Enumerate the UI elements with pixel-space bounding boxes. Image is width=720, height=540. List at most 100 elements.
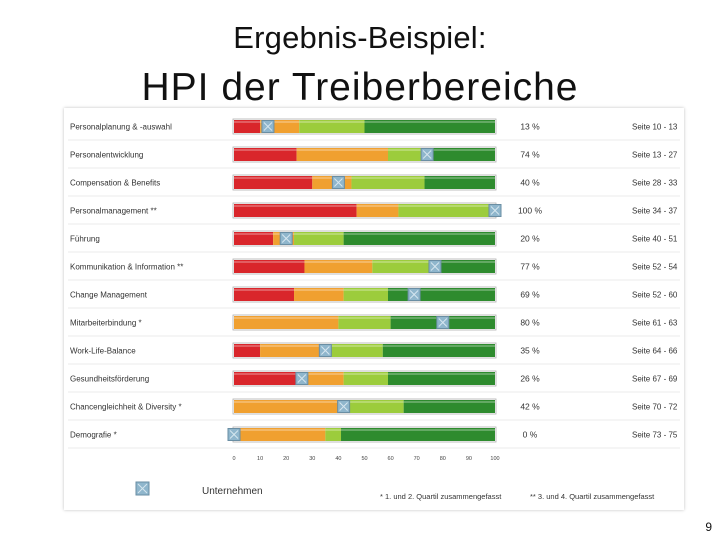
chart-row: Personalplanung & -auswahl 13 % Seite 10 -… bbox=[68, 118, 680, 141]
row-label: Führung bbox=[70, 235, 100, 244]
bar-segment-lightgreen bbox=[299, 120, 365, 133]
company-marker-cross-icon bbox=[490, 206, 500, 215]
x-tick-label: 10 bbox=[257, 456, 263, 462]
bar-segment-orange bbox=[234, 428, 326, 441]
bar-segment-red bbox=[234, 288, 295, 301]
row-value: 13 % bbox=[520, 122, 540, 132]
chart-row: Demografie * 0 % Seite 73 - 75 bbox=[68, 426, 680, 449]
company-marker-cross-icon bbox=[281, 234, 291, 243]
row-pages: Seite 70 - 72 bbox=[632, 403, 678, 412]
row-label: Personalmanagement ** bbox=[70, 207, 157, 216]
bar-segment-orange bbox=[234, 400, 347, 413]
bar-segment-darkgreen bbox=[382, 344, 495, 357]
row-value: 0 % bbox=[523, 430, 538, 440]
bar-segment-darkgreen bbox=[364, 120, 495, 133]
row-label: Demografie * bbox=[70, 431, 117, 440]
bar-segment-orange bbox=[294, 288, 344, 301]
bar-segment-darkgreen bbox=[424, 148, 495, 161]
company-marker-cross-icon bbox=[320, 346, 330, 355]
row-label: Kommunikation & Information ** bbox=[70, 263, 183, 272]
chart-row: Personalmanagement ** 100 % Seite 34 - 37 bbox=[68, 202, 680, 225]
bar-segment-darkgreen bbox=[387, 372, 495, 385]
bar-segment-lightgreen bbox=[294, 232, 344, 245]
row-pages: Seite 67 - 69 bbox=[632, 375, 678, 384]
row-value: 74 % bbox=[520, 150, 540, 160]
chart-row: Chancengleichheit & Diversity * 42 % Seite… bbox=[68, 398, 680, 421]
slide-title: Ergebnis-Beispiel: bbox=[233, 20, 487, 55]
bar-segment-lightgreen bbox=[398, 204, 495, 217]
row-value: 26 % bbox=[520, 374, 540, 384]
chart-row: Mitarbeiterbindung * 80 % Seite 61 - 63 bbox=[68, 314, 680, 337]
row-label: Personalplanung & -auswahl bbox=[70, 123, 172, 132]
slide-subtitle: HPI der Treiberbereiche bbox=[141, 66, 579, 109]
row-pages: Seite 28 - 33 bbox=[632, 179, 678, 188]
bar-segment-darkgreen bbox=[403, 400, 495, 413]
row-value: 80 % bbox=[520, 318, 540, 328]
x-tick-label: 20 bbox=[283, 456, 289, 462]
bar-segment-lightgreen bbox=[343, 288, 388, 301]
row-label: Mitarbeiterbindung * bbox=[70, 319, 142, 328]
row-value: 100 % bbox=[518, 206, 543, 216]
percentile-bar-chart: Personalplanung & -auswahl 13 % Seite 10 -… bbox=[68, 118, 680, 501]
bar-segment-red bbox=[234, 260, 305, 273]
chart-legend: Unternehmen * 1. und 2. Quartil zusammen… bbox=[135, 481, 655, 501]
x-axis: 0 10 20 30 40 50 60 70 80 90 100 bbox=[232, 456, 499, 462]
bar-segment-orange bbox=[299, 372, 344, 385]
legend-note-1: * 1. und 2. Quartil zusammengefasst bbox=[380, 492, 502, 501]
company-marker-cross-icon bbox=[334, 178, 343, 187]
company-marker-cross-icon bbox=[339, 402, 348, 411]
bar-segment-darkgreen bbox=[434, 260, 495, 273]
bar-segment-darkgreen bbox=[424, 176, 495, 189]
company-marker-cross-icon bbox=[430, 262, 440, 271]
x-tick-label: 60 bbox=[388, 456, 394, 462]
row-pages: Seite 52 - 54 bbox=[632, 263, 678, 272]
company-marker-cross-icon bbox=[422, 150, 432, 159]
row-value: 42 % bbox=[520, 402, 540, 412]
chart-row: Führung 20 % Seite 40 - 51 bbox=[68, 230, 680, 253]
x-tick-label: 90 bbox=[466, 456, 472, 462]
row-value: 69 % bbox=[520, 290, 540, 300]
row-pages: Seite 73 - 75 bbox=[632, 431, 678, 440]
row-label: Gesundheitsförderung bbox=[70, 375, 149, 384]
bar-segment-lightgreen bbox=[351, 176, 425, 189]
chart-row: Compensation & Benefits 40 % Seite 28 - 33 bbox=[68, 174, 680, 197]
row-value: 77 % bbox=[520, 262, 540, 272]
legend-note-2: ** 3. und 4. Quartil zusammengefasst bbox=[530, 492, 655, 501]
row-value: 20 % bbox=[520, 234, 540, 244]
bar-segment-orange bbox=[234, 316, 339, 329]
bar-segment-lightgreen bbox=[338, 316, 391, 329]
bar-segment-red bbox=[234, 372, 300, 385]
bar-segment-orange bbox=[304, 260, 373, 273]
bar-segment-darkgreen bbox=[341, 428, 495, 441]
legend-marker-cross-icon bbox=[137, 483, 148, 494]
row-pages: Seite 13 - 27 bbox=[632, 151, 678, 160]
bar-segment-red bbox=[234, 232, 274, 245]
bar-segment-red bbox=[234, 120, 261, 133]
bar-segment-red bbox=[234, 344, 261, 357]
chart-row: Gesundheitsförderung 26 % Seite 67 - 69 bbox=[68, 370, 680, 393]
row-label: Compensation & Benefits bbox=[70, 179, 160, 188]
row-pages: Seite 64 - 66 bbox=[632, 347, 678, 356]
row-label: Chancengleichheit & Diversity * bbox=[70, 403, 182, 412]
row-label: Personalentwicklung bbox=[70, 151, 143, 160]
chart-row: Personalentwicklung 74 % Seite 13 - 27 bbox=[68, 146, 680, 169]
bar-segment-red bbox=[234, 148, 297, 161]
bar-segment-lightgreen bbox=[387, 148, 425, 161]
page-number: 9 bbox=[705, 520, 712, 534]
row-label: Change Management bbox=[70, 291, 148, 300]
bar-segment-lightgreen bbox=[327, 344, 383, 357]
company-marker-cross-icon bbox=[409, 290, 419, 299]
x-tick-label: 0 bbox=[232, 456, 235, 462]
chart-panel: Personalplanung & -auswahl 13 % Seite 10 -… bbox=[64, 108, 684, 510]
bar-segment-orange bbox=[356, 204, 399, 217]
company-marker-cross-icon bbox=[229, 430, 239, 439]
row-pages: Seite 40 - 51 bbox=[632, 235, 678, 244]
company-marker-cross-icon bbox=[438, 318, 448, 327]
x-tick-label: 100 bbox=[490, 456, 499, 462]
bar-segment-lightgreen bbox=[372, 260, 435, 273]
bar-segment-orange bbox=[296, 148, 388, 161]
legend-marker-label: Unternehmen bbox=[202, 486, 263, 497]
company-marker-cross-icon bbox=[263, 122, 273, 131]
x-tick-label: 70 bbox=[414, 456, 420, 462]
bar-segment-darkgreen bbox=[343, 232, 495, 245]
